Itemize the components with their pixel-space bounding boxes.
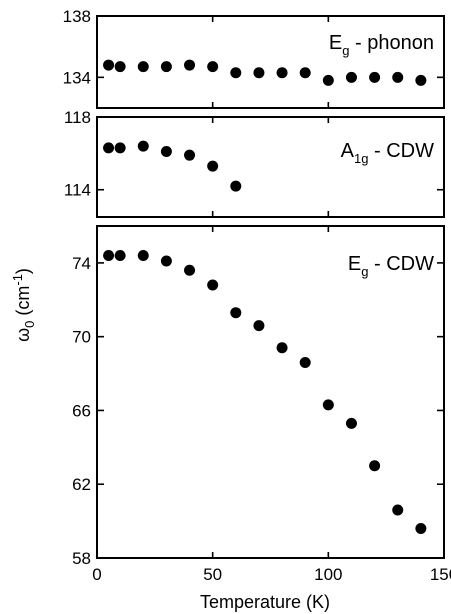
panel-bottom-ytick-label-4: 74 bbox=[72, 254, 91, 273]
panel-top-data-point-10 bbox=[322, 74, 334, 86]
panel-bottom-data-point-5 bbox=[207, 279, 219, 291]
panel-bottom-label: Eg - CDW bbox=[348, 253, 434, 279]
panel-bottom-data-point-14 bbox=[415, 522, 427, 534]
panel-bottom-points bbox=[103, 250, 427, 534]
panel-middle-label: A1g - CDW bbox=[341, 140, 434, 166]
panel-bottom-data-point-7 bbox=[253, 320, 265, 332]
panel-middle-data-point-2 bbox=[137, 140, 149, 152]
x-axis-title: Temperature (K) bbox=[200, 592, 330, 612]
panel-bottom-ytick-label-3: 70 bbox=[72, 328, 91, 347]
panel-bottom-data-point-6 bbox=[230, 307, 242, 319]
y-axis-title: ω0 (cm-1) bbox=[10, 268, 37, 342]
y-axis-title-sub: 0 bbox=[22, 321, 37, 328]
panel-bottom-data-point-1 bbox=[114, 250, 126, 262]
panel-bottom-data-point-9 bbox=[299, 356, 311, 368]
panel-bottom-ytick-label-2: 66 bbox=[72, 401, 91, 420]
panel-top-points bbox=[103, 59, 427, 86]
panel-top-data-point-0 bbox=[103, 59, 115, 71]
panel-top-data-point-14 bbox=[415, 74, 427, 86]
panel-top-frame bbox=[96, 15, 445, 109]
panel-bottom-data-point-4 bbox=[184, 264, 196, 276]
x-tick-label-0: 0 bbox=[92, 565, 101, 584]
panel-bottom-data-point-3 bbox=[160, 255, 172, 267]
panel-middle-frame bbox=[96, 116, 445, 218]
x-tick-label-2: 100 bbox=[314, 565, 342, 584]
panel-top-data-point-4 bbox=[184, 59, 196, 71]
panel-middle-ytick-label-0: 114 bbox=[64, 181, 91, 200]
panel-top-data-point-3 bbox=[160, 61, 172, 73]
panel-top-ticks: 134 138 bbox=[63, 7, 445, 108]
panel-bottom-data-point-13 bbox=[392, 504, 404, 516]
panel-top-data-point-13 bbox=[392, 71, 404, 83]
panel-middle-data-point-6 bbox=[230, 180, 242, 192]
panel-middle-points bbox=[103, 140, 242, 192]
x-tick-label-1: 50 bbox=[203, 565, 222, 584]
panel-top: 134 138 Eg - phonon bbox=[63, 7, 445, 109]
panel-bottom-ytick-label-1: 62 bbox=[72, 475, 91, 494]
panel-top-label: Eg - phonon bbox=[329, 32, 434, 58]
panel-top-data-point-11 bbox=[345, 71, 357, 83]
panel-bottom-ytick-label-0: 58 bbox=[72, 549, 91, 568]
panel-middle-label-rest: - CDW bbox=[368, 140, 434, 162]
panel-top-data-point-6 bbox=[230, 67, 242, 79]
panel-top-data-point-5 bbox=[207, 61, 219, 73]
panel-bottom-data-point-8 bbox=[276, 342, 288, 354]
panel-top-data-point-1 bbox=[114, 61, 126, 73]
panel-middle-data-point-1 bbox=[114, 142, 126, 154]
panel-bottom-label-main: E bbox=[348, 253, 361, 275]
panel-top-ytick-label-1: 138 bbox=[63, 7, 91, 26]
panel-bottom-ticks: 58 62 66 70 74 0 50 100 150 bbox=[72, 226, 451, 584]
panel-bottom-data-point-0 bbox=[103, 250, 115, 262]
panel-top-data-point-8 bbox=[276, 67, 288, 79]
panel-middle-label-sub: 1g bbox=[354, 151, 368, 166]
panel-middle-ytick-label-1: 118 bbox=[64, 108, 91, 127]
y-axis-title-unit-open: (cm bbox=[13, 286, 33, 321]
panel-top-data-point-2 bbox=[137, 61, 149, 73]
panel-bottom-data-point-11 bbox=[345, 417, 357, 429]
panel-bottom-label-sub: g bbox=[361, 264, 368, 279]
panel-bottom-data-point-12 bbox=[369, 460, 381, 472]
panel-bottom-data-point-10 bbox=[322, 399, 334, 411]
panel-middle-data-point-0 bbox=[103, 142, 115, 154]
panel-middle-ticks: 114 118 bbox=[64, 108, 445, 217]
panel-top-data-point-12 bbox=[369, 71, 381, 83]
panel-bottom-label-rest: - CDW bbox=[368, 253, 434, 275]
panel-bottom-frame bbox=[96, 225, 445, 559]
panel-top-ytick-label-0: 134 bbox=[63, 68, 91, 87]
panel-bottom-data-point-2 bbox=[137, 250, 149, 262]
panel-top-data-point-7 bbox=[253, 67, 265, 79]
panel-middle-label-main: A bbox=[341, 140, 355, 162]
panel-middle-data-point-5 bbox=[207, 160, 219, 172]
y-axis-title-unit-sup: -1 bbox=[10, 274, 25, 286]
panel-top-label-rest: - phonon bbox=[349, 32, 434, 54]
panel-middle-data-point-4 bbox=[184, 149, 196, 161]
panel-top-label-main: E bbox=[329, 32, 342, 54]
panel-middle-data-point-3 bbox=[160, 146, 172, 158]
y-axis-title-main: ω bbox=[13, 328, 33, 342]
y-axis-title-unit-close: ) bbox=[13, 268, 33, 274]
x-tick-label-3: 150 bbox=[430, 565, 451, 584]
panel-top-data-point-9 bbox=[299, 67, 311, 79]
panel-middle: 114 118 A1g - CDW bbox=[64, 108, 445, 218]
panel-bottom: 58 62 66 70 74 0 50 100 150 Eg - CDW bbox=[72, 225, 451, 584]
panel-top-label-sub: g bbox=[342, 43, 349, 58]
